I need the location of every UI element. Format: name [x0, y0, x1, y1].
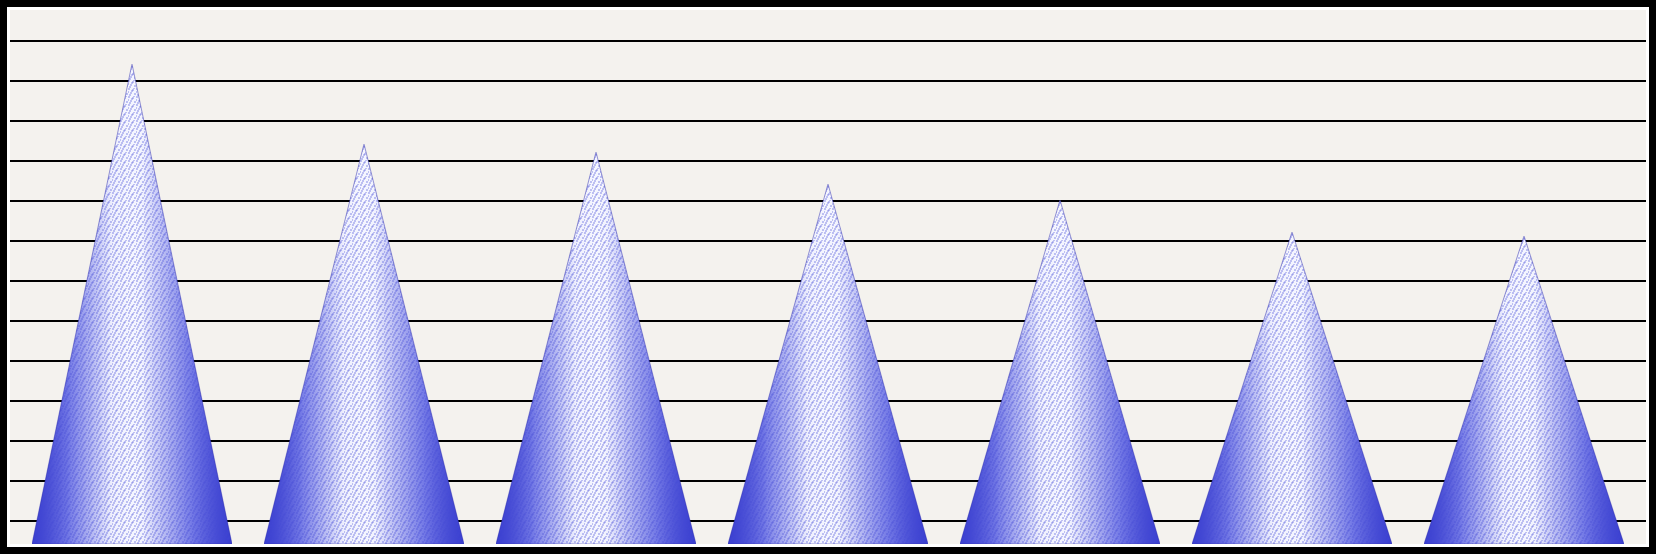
cone-F: [1192, 232, 1392, 544]
plot-area: [10, 10, 1646, 544]
cone-C: [496, 152, 696, 544]
cone-E: [960, 200, 1160, 544]
cone-series: [10, 10, 1646, 544]
cone-G: [1424, 236, 1624, 544]
chart-frame: [0, 0, 1656, 554]
cone-A: [32, 64, 232, 544]
cone-D: [728, 184, 928, 544]
cone-B: [264, 144, 464, 544]
